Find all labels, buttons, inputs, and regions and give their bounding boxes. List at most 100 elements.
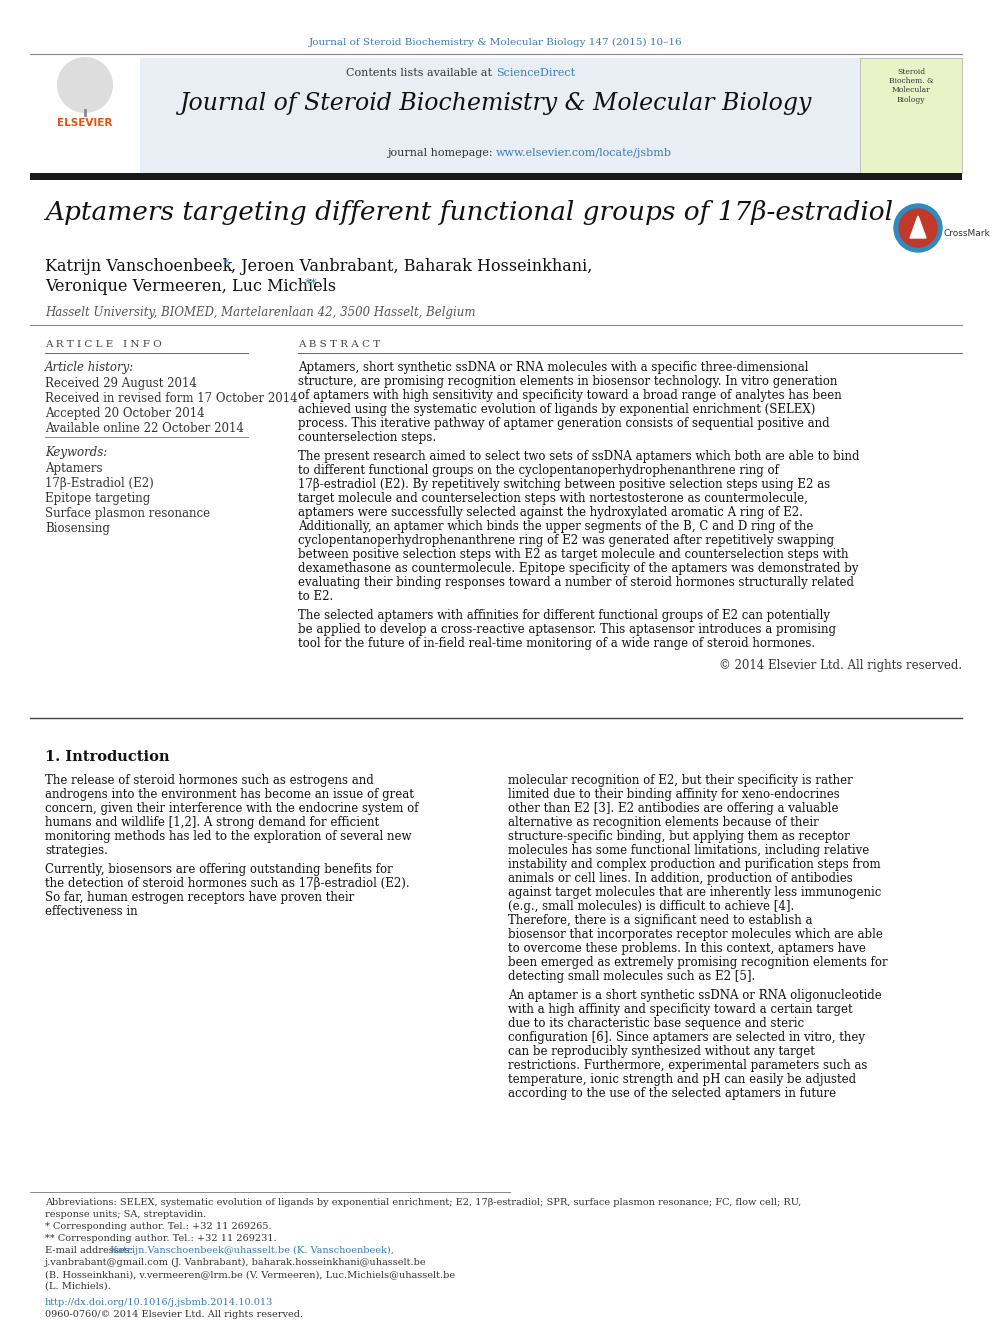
Bar	[30, 173, 962, 180]
Text: **: **	[305, 278, 317, 291]
Text: due to its characteristic base sequence and steric: due to its characteristic base sequence …	[508, 1017, 805, 1031]
Text: counterselection steps.: counterselection steps.	[298, 431, 436, 445]
Text: effectiveness in: effectiveness in	[45, 905, 138, 918]
Text: Epitope targeting: Epitope targeting	[45, 492, 150, 505]
Text: Received 29 August 2014: Received 29 August 2014	[45, 377, 196, 390]
Text: (B. Hosseinkhani), v.vermeeren@lrm.be (V. Vermeeren), Luc.Michiels@uhasselt.be: (B. Hosseinkhani), v.vermeeren@lrm.be (V…	[45, 1270, 455, 1279]
Text: cyclopentanoperhydrophenanthrene ring of E2 was generated after repetitively swa: cyclopentanoperhydrophenanthrene ring of…	[298, 534, 834, 546]
Text: journal homepage:: journal homepage:	[387, 148, 496, 157]
Bar	[30, 58, 140, 173]
Text: androgens into the environment has become an issue of great: androgens into the environment has becom…	[45, 789, 414, 800]
Text: j.vanbrabant@gmail.com (J. Vanbrabant), baharak.hosseinkhani@uhasselt.be: j.vanbrabant@gmail.com (J. Vanbrabant), …	[45, 1258, 427, 1267]
Polygon shape	[910, 216, 926, 238]
Text: ELSEVIER: ELSEVIER	[58, 118, 113, 128]
Text: ** Corresponding author. Tel.: +32 11 269231.: ** Corresponding author. Tel.: +32 11 26…	[45, 1234, 277, 1244]
Text: animals or cell lines. In addition, production of antibodies: animals or cell lines. In addition, prod…	[508, 872, 853, 885]
Bar	[860, 58, 962, 173]
Text: Journal of Steroid Biochemistry & Molecular Biology: Journal of Steroid Biochemistry & Molecu…	[180, 93, 812, 115]
Bar	[140, 58, 860, 173]
Text: The selected aptamers with affinities for different functional groups of E2 can : The selected aptamers with affinities fo…	[298, 609, 830, 622]
Text: A B S T R A C T: A B S T R A C T	[298, 340, 380, 349]
Text: , Jeroen Vanbrabant, Baharak Hosseinkhani,: , Jeroen Vanbrabant, Baharak Hosseinkhan…	[231, 258, 592, 275]
Text: An aptamer is a short synthetic ssDNA or RNA oligonucleotide: An aptamer is a short synthetic ssDNA or…	[508, 990, 882, 1002]
Text: biosensor that incorporates receptor molecules which are able: biosensor that incorporates receptor mol…	[508, 927, 883, 941]
Circle shape	[894, 204, 942, 251]
Text: 1. Introduction: 1. Introduction	[45, 750, 170, 763]
Text: 17β-Estradiol (E2): 17β-Estradiol (E2)	[45, 478, 154, 490]
Text: temperature, ionic strength and pH can easily be adjusted: temperature, ionic strength and pH can e…	[508, 1073, 856, 1086]
Text: http://dx.doi.org/10.1016/j.jsbmb.2014.10.013: http://dx.doi.org/10.1016/j.jsbmb.2014.1…	[45, 1298, 274, 1307]
Text: the detection of steroid hormones such as 17β-estradiol (E2).: the detection of steroid hormones such a…	[45, 877, 410, 890]
Text: configuration [6]. Since aptamers are selected in vitro, they: configuration [6]. Since aptamers are se…	[508, 1031, 865, 1044]
Text: CrossMark: CrossMark	[944, 229, 991, 238]
Text: of aptamers with high sensitivity and specificity toward a broad range of analyt: of aptamers with high sensitivity and sp…	[298, 389, 842, 402]
Text: Article history:: Article history:	[45, 361, 134, 374]
Text: structure-specific binding, but applying them as receptor: structure-specific binding, but applying…	[508, 830, 850, 843]
Text: Aptamers targeting different functional groups of 17β-estradiol: Aptamers targeting different functional …	[45, 200, 893, 225]
Text: Steroid
Biochem. &
Molecular
Biology: Steroid Biochem. & Molecular Biology	[889, 67, 933, 103]
Text: tool for the future of in-field real-time monitoring of a wide range of steroid : tool for the future of in-field real-tim…	[298, 636, 815, 650]
Text: Hasselt University, BIOMED, Martelarenlaan 42, 3500 Hasselt, Belgium: Hasselt University, BIOMED, Martelarenla…	[45, 306, 475, 319]
Text: can be reproducibly synthesized without any target: can be reproducibly synthesized without …	[508, 1045, 814, 1058]
Text: So far, human estrogen receptors have proven their: So far, human estrogen receptors have pr…	[45, 890, 354, 904]
Text: Veronique Vermeeren, Luc Michiels: Veronique Vermeeren, Luc Michiels	[45, 278, 336, 295]
Text: Received in revised form 17 October 2014: Received in revised form 17 October 2014	[45, 392, 298, 405]
Text: E-mail addresses:: E-mail addresses:	[45, 1246, 133, 1256]
Text: ScienceDirect: ScienceDirect	[496, 67, 575, 78]
Text: © 2014 Elsevier Ltd. All rights reserved.: © 2014 Elsevier Ltd. All rights reserved…	[719, 659, 962, 672]
Text: molecular recognition of E2, but their specificity is rather: molecular recognition of E2, but their s…	[508, 774, 853, 787]
Text: against target molecules that are inherently less immunogenic: against target molecules that are inhere…	[508, 886, 881, 900]
Text: structure, are promising recognition elements in biosensor technology. In vitro : structure, are promising recognition ele…	[298, 374, 837, 388]
Circle shape	[899, 209, 937, 247]
Text: Currently, biosensors are offering outstanding benefits for: Currently, biosensors are offering outst…	[45, 863, 393, 876]
Text: between positive selection steps with E2 as target molecule and counterselection: between positive selection steps with E2…	[298, 548, 848, 561]
Text: be applied to develop a cross-reactive aptasensor. This aptasensor introduces a : be applied to develop a cross-reactive a…	[298, 623, 836, 636]
Text: Abbreviations: SELEX, systematic evolution of ligands by exponential enrichment;: Abbreviations: SELEX, systematic evoluti…	[45, 1199, 802, 1207]
Text: The present research aimed to select two sets of ssDNA aptamers which both are a: The present research aimed to select two…	[298, 450, 859, 463]
Text: Contents lists available at: Contents lists available at	[346, 67, 496, 78]
Text: to overcome these problems. In this context, aptamers have: to overcome these problems. In this cont…	[508, 942, 866, 955]
Text: Accepted 20 October 2014: Accepted 20 October 2014	[45, 407, 204, 419]
Text: been emerged as extremely promising recognition elements for: been emerged as extremely promising reco…	[508, 957, 888, 968]
Text: Katrijn.Vanschoenbeek@uhasselt.be (K. Vanschoenbeek),: Katrijn.Vanschoenbeek@uhasselt.be (K. Va…	[107, 1246, 394, 1256]
Text: 0960-0760/© 2014 Elsevier Ltd. All rights reserved.: 0960-0760/© 2014 Elsevier Ltd. All right…	[45, 1310, 304, 1319]
Text: achieved using the systematic evolution of ligands by exponential enrichment (SE: achieved using the systematic evolution …	[298, 404, 815, 415]
Text: with a high affinity and specificity toward a certain target: with a high affinity and specificity tow…	[508, 1003, 853, 1016]
Text: concern, given their interference with the endocrine system of: concern, given their interference with t…	[45, 802, 419, 815]
Text: restrictions. Furthermore, experimental parameters such as: restrictions. Furthermore, experimental …	[508, 1058, 867, 1072]
Text: to different functional groups on the cyclopentanoperhydrophenanthrene ring of: to different functional groups on the cy…	[298, 464, 779, 478]
Text: The release of steroid hormones such as estrogens and: The release of steroid hormones such as …	[45, 774, 374, 787]
Text: *: *	[223, 258, 229, 271]
Text: * Corresponding author. Tel.: +32 11 269265.: * Corresponding author. Tel.: +32 11 269…	[45, 1222, 272, 1230]
Text: A R T I C L E   I N F O: A R T I C L E I N F O	[45, 340, 162, 349]
Text: limited due to their binding affinity for xeno-endocrines: limited due to their binding affinity fo…	[508, 789, 840, 800]
Text: Surface plasmon resonance: Surface plasmon resonance	[45, 507, 210, 520]
Text: Additionally, an aptamer which binds the upper segments of the B, C and D ring o: Additionally, an aptamer which binds the…	[298, 520, 813, 533]
Text: www.elsevier.com/locate/jsbmb: www.elsevier.com/locate/jsbmb	[496, 148, 672, 157]
Text: Therefore, there is a significant need to establish a: Therefore, there is a significant need t…	[508, 914, 812, 927]
Text: Aptamers, short synthetic ssDNA or RNA molecules with a specific three-dimension: Aptamers, short synthetic ssDNA or RNA m…	[298, 361, 808, 374]
Text: humans and wildlife [1,2]. A strong demand for efficient: humans and wildlife [1,2]. A strong dema…	[45, 816, 379, 830]
Text: Aptamers: Aptamers	[45, 462, 102, 475]
Text: target molecule and counterselection steps with nortestosterone as countermolecu: target molecule and counterselection ste…	[298, 492, 807, 505]
Text: Keywords:: Keywords:	[45, 446, 107, 459]
Text: to E2.: to E2.	[298, 590, 333, 603]
Text: Biosensing: Biosensing	[45, 523, 110, 534]
Text: alternative as recognition elements because of their: alternative as recognition elements beca…	[508, 816, 818, 830]
Text: (e.g., small molecules) is difficult to achieve [4].: (e.g., small molecules) is difficult to …	[508, 900, 795, 913]
Text: other than E2 [3]. E2 antibodies are offering a valuable: other than E2 [3]. E2 antibodies are off…	[508, 802, 838, 815]
Text: 17β-estradiol (E2). By repetitively switching between positive selection steps u: 17β-estradiol (E2). By repetitively swit…	[298, 478, 830, 491]
Text: response units; SA, streptavidin.: response units; SA, streptavidin.	[45, 1211, 206, 1218]
Text: according to the use of the selected aptamers in future: according to the use of the selected apt…	[508, 1088, 836, 1099]
Text: instability and complex production and purification steps from: instability and complex production and p…	[508, 859, 881, 871]
Text: dexamethasone as countermolecule. Epitope specificity of the aptamers was demons: dexamethasone as countermolecule. Epitop…	[298, 562, 858, 576]
Text: aptamers were successfully selected against the hydroxylated aromatic A ring of : aptamers were successfully selected agai…	[298, 505, 803, 519]
Text: (L. Michiels).: (L. Michiels).	[45, 1282, 111, 1291]
Text: Katrijn Vanschoenbeek: Katrijn Vanschoenbeek	[45, 258, 232, 275]
Text: Journal of Steroid Biochemistry & Molecular Biology 147 (2015) 10–16: Journal of Steroid Biochemistry & Molecu…	[310, 38, 682, 48]
Circle shape	[57, 57, 113, 112]
Text: evaluating their binding responses toward a number of steroid hormones structura: evaluating their binding responses towar…	[298, 576, 854, 589]
Text: process. This iterative pathway of aptamer generation consists of sequential pos: process. This iterative pathway of aptam…	[298, 417, 829, 430]
Text: detecting small molecules such as E2 [5].: detecting small molecules such as E2 [5]…	[508, 970, 755, 983]
Text: Available online 22 October 2014: Available online 22 October 2014	[45, 422, 244, 435]
